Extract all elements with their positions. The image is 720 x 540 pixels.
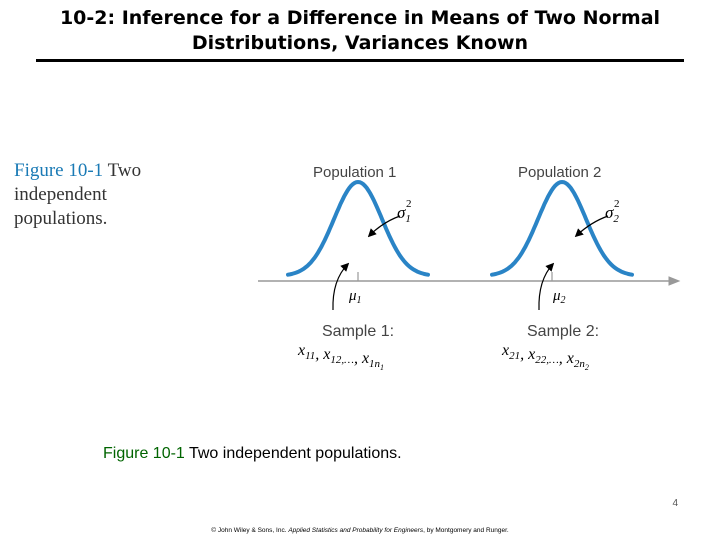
figure-side-caption-label: Figure 10-1 [14, 160, 104, 181]
slide-title: 10-2: Inference for a Difference in Mean… [59, 7, 661, 54]
sigma1-arrow [367, 215, 401, 238]
figure-caption: Figure 10-1 Two independent populations. [103, 444, 663, 464]
sample1-values: x11, x12,…, x1n1 [297, 342, 384, 372]
copyright-footer: © John Wiley & Sons, Inc. Applied Statis… [0, 527, 720, 534]
population1-curve [286, 179, 430, 277]
population2-curve [490, 179, 634, 277]
sigma2-arrow [574, 215, 609, 238]
copyright-prefix: © John Wiley & Sons, Inc. [211, 527, 289, 534]
sample1-arrow [332, 262, 350, 311]
mu1-label: μ1 [348, 288, 362, 306]
sample1-label: Sample 1: [322, 323, 394, 340]
sigma2-superscript: 2 [614, 198, 620, 210]
sigma1-superscript: 2 [406, 198, 412, 210]
sample2-arrow [538, 262, 555, 311]
population2-label: Population 2 [518, 164, 601, 181]
copyright-suffix: , by Montgomery and Runger. [423, 527, 509, 534]
sample2-values: x21, x22,…, x2n2 [501, 342, 589, 372]
sample2-label: Sample 2: [527, 323, 599, 340]
figure-diagram: Population 1 Population 2 σ1 2 σ2 2 μ1 μ… [36, 130, 696, 390]
sigma1-label: σ1 [397, 203, 411, 225]
figure-side-caption-text: Two independent populations. [14, 160, 142, 229]
title-underline [36, 59, 684, 62]
copyright-book-title: Applied Statistics and Probability for E… [288, 527, 424, 534]
figure-caption-text: Two independent populations. [184, 445, 402, 462]
figure-side-caption: Figure 10-1 Two independent populations. [14, 159, 194, 231]
population1-label: Population 1 [313, 164, 396, 181]
sigma2-label: σ2 [605, 203, 619, 225]
two-populations-diagram: Population 1 Population 2 σ1 2 σ2 2 μ1 μ… [258, 164, 681, 372]
page-number: 4 [672, 498, 678, 509]
figure-caption-label: Figure 10-1 [103, 445, 185, 462]
mu2-label: μ2 [552, 288, 566, 306]
